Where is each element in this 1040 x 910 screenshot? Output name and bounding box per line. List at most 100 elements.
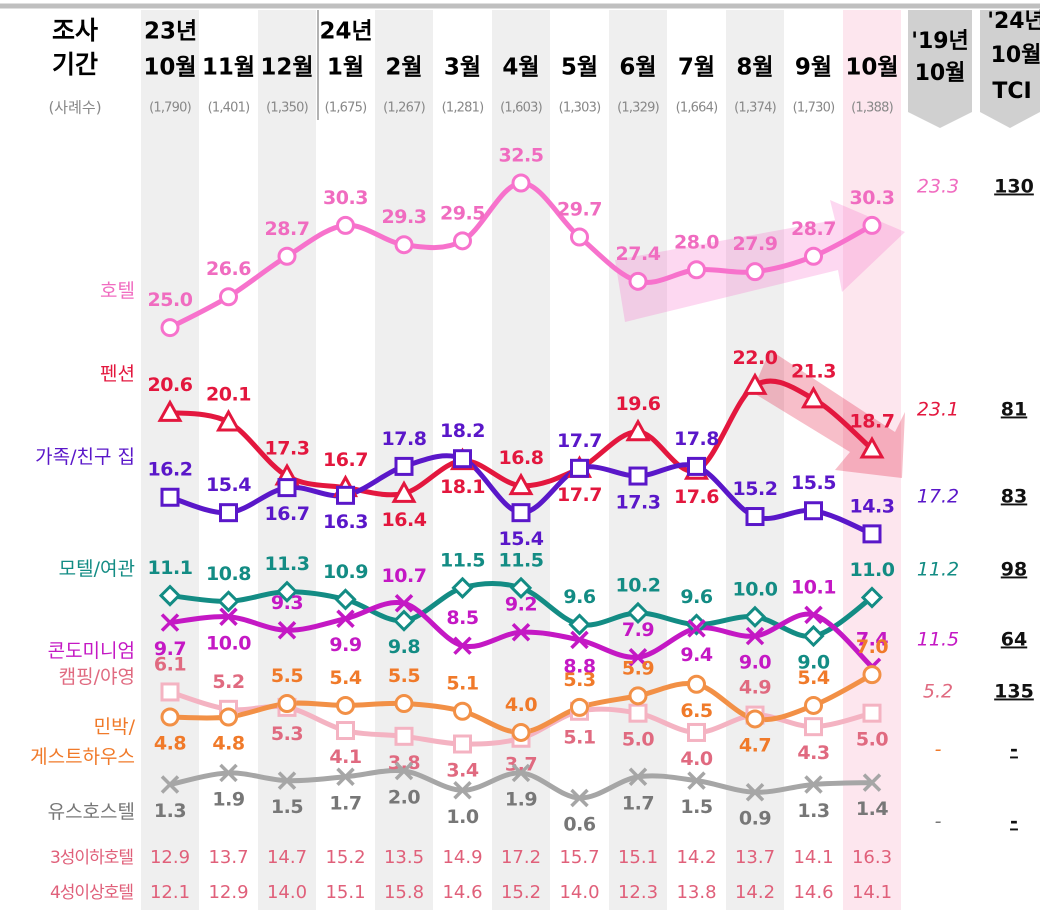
marker <box>508 472 534 496</box>
series-name: 가족/친구 집 <box>35 446 135 469</box>
data-label: 16.3 <box>323 511 368 533</box>
marker <box>215 408 242 432</box>
extra-row-value: 14.1 <box>852 882 892 903</box>
marker <box>336 609 355 628</box>
marker <box>219 707 238 727</box>
data-label: 10.0 <box>733 578 778 600</box>
data-label: 5.2 <box>212 671 244 693</box>
marker <box>804 605 823 625</box>
extra-row-value: 13.8 <box>676 882 716 903</box>
extra-row-value: 12.9 <box>150 847 190 868</box>
marker <box>511 173 531 193</box>
marker <box>628 767 648 787</box>
marker <box>745 782 765 802</box>
data-label: 8.5 <box>446 607 478 629</box>
marker <box>745 507 765 527</box>
tci-value: - <box>1010 811 1018 833</box>
data-label: 7.9 <box>622 619 654 641</box>
data-label: 25.0 <box>148 289 193 311</box>
data-label: 16.2 <box>148 459 193 481</box>
data-label: 11.1 <box>148 557 193 579</box>
marker <box>804 717 823 737</box>
marker <box>277 621 297 640</box>
marker <box>862 665 882 685</box>
data-label: 1.7 <box>329 792 361 814</box>
extra-row-value: 14.7 <box>267 847 307 868</box>
tci-header-bg <box>980 10 1040 128</box>
marker <box>570 697 589 717</box>
data-label: 1.4 <box>856 798 888 820</box>
data-label: 4.3 <box>797 742 829 764</box>
marker <box>219 503 238 523</box>
data-label: 7.0 <box>856 636 888 658</box>
extra-row-value: 14.9 <box>442 847 482 868</box>
marker <box>453 449 472 469</box>
data-label: 21.3 <box>791 360 836 382</box>
marker <box>687 619 706 638</box>
extra-row-value: 13.5 <box>384 847 424 868</box>
marker <box>277 478 297 498</box>
column-band <box>492 10 550 910</box>
series-name: 캠핑/야영 <box>58 665 135 688</box>
data-label: 9.6 <box>563 586 595 608</box>
extra-row-value: 13.7 <box>735 847 775 868</box>
data-label: 9.9 <box>329 634 361 656</box>
marker <box>802 624 825 648</box>
data-label: 16.7 <box>323 449 368 471</box>
column-band <box>141 10 199 910</box>
data-label: 4.1 <box>329 746 361 768</box>
marker <box>804 501 823 521</box>
marker <box>568 613 591 636</box>
extra-row-value: 14.0 <box>267 882 307 903</box>
marker <box>626 601 650 625</box>
data-label: 3.7 <box>505 754 537 776</box>
data-label: 10.8 <box>206 563 251 585</box>
ref-2019-value: 5.2 <box>923 681 953 703</box>
data-label: 5.3 <box>271 723 303 745</box>
extra-row-label: 4성이상호텔 <box>50 883 133 903</box>
marker <box>160 775 180 794</box>
data-label: 5.4 <box>329 667 361 689</box>
marker <box>687 771 706 790</box>
data-label: 5.0 <box>622 729 654 751</box>
tci-header: 10월 <box>991 43 1040 68</box>
marker <box>570 630 589 650</box>
extra-row-value: 15.1 <box>618 847 658 868</box>
extra-row-value: 15.1 <box>325 882 365 903</box>
marker <box>625 418 651 442</box>
data-label: 5.0 <box>856 729 888 751</box>
marker <box>160 707 180 727</box>
marker <box>219 287 238 307</box>
sample-size: (1,350) <box>266 101 308 116</box>
sample-label: (사례수) <box>48 99 101 117</box>
extra-row-value: 14.2 <box>735 882 775 903</box>
marker <box>742 372 768 395</box>
ref-2019-value: 23.3 <box>917 176 959 198</box>
marker <box>628 466 648 486</box>
tci-value: 83 <box>1001 486 1027 508</box>
data-label: 5.1 <box>563 727 595 749</box>
tci-header: '24년 <box>987 9 1040 34</box>
data-label: 32.5 <box>499 145 544 167</box>
marker <box>859 435 885 459</box>
data-label: 18.2 <box>440 420 485 442</box>
marker <box>219 607 238 627</box>
data-label: 15.4 <box>206 474 251 496</box>
data-label: 3.8 <box>388 752 420 774</box>
data-label: 0.9 <box>739 808 771 830</box>
extra-row-value: 14.0 <box>559 882 599 903</box>
data-label: 30.3 <box>323 187 368 209</box>
x-tick-label: 5월 <box>561 55 598 81</box>
data-label: 10.9 <box>323 561 368 583</box>
marker <box>391 480 417 503</box>
marker <box>334 588 357 611</box>
data-label: 1.9 <box>505 788 537 810</box>
tci-header: TCI <box>992 79 1031 104</box>
data-label: 5.5 <box>271 665 303 687</box>
marker <box>160 613 180 632</box>
marker <box>394 456 414 476</box>
data-label: 6.1 <box>154 653 186 675</box>
marker <box>860 586 884 609</box>
marker <box>219 763 238 783</box>
